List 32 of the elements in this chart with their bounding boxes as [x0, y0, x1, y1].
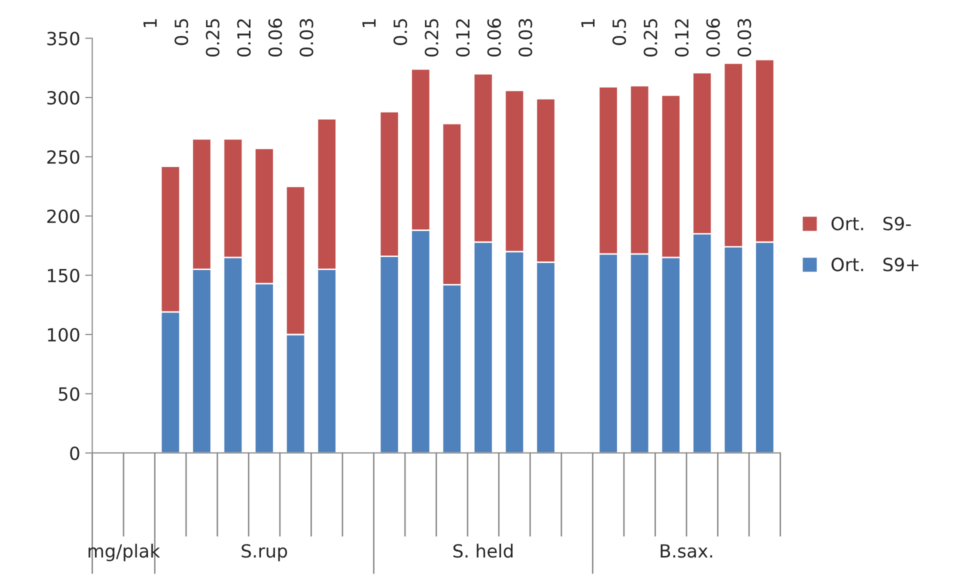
text: 1	[144, 19, 157, 28]
annotation: 0.03	[738, 18, 752, 57]
y-tick-label: 350	[47, 32, 80, 46]
annotation: 0.06	[268, 18, 282, 57]
annotation: 0.5	[612, 19, 626, 46]
annotation: 0.06	[487, 18, 501, 57]
y-tick-label: 100	[48, 328, 80, 342]
annotation: 0.5	[393, 19, 408, 46]
annotation: 0.06	[706, 18, 720, 57]
y-tick-label: 150	[48, 268, 80, 282]
text: S.rup	[242, 544, 288, 562]
legend-label: Ort. S9+	[832, 258, 918, 272]
annotation: 0.12	[237, 19, 251, 57]
y-tick-label: 200	[47, 209, 80, 224]
annotation: 0.25	[644, 19, 658, 57]
text: 1	[362, 19, 376, 28]
text: S. held	[453, 544, 513, 558]
y-tick-label: 50	[58, 387, 80, 401]
y-tick-label: 0	[70, 446, 80, 460]
text: B.sax.	[660, 544, 712, 558]
y-tick-label: 250	[47, 150, 80, 164]
annotation: 0.25	[206, 19, 220, 57]
annotation: 0.5	[174, 19, 188, 46]
annotation: 0.25	[424, 19, 438, 57]
y-tick-label: 300	[47, 90, 80, 105]
text: mg/plak	[88, 544, 160, 562]
legend-label: Ort. S9-	[832, 216, 911, 230]
annotation: 0.03	[518, 18, 532, 57]
text: 1	[581, 19, 595, 28]
annotation: 0.03	[300, 18, 314, 57]
annotation: 0.12	[456, 19, 470, 57]
annotation: 0.12	[674, 19, 689, 57]
